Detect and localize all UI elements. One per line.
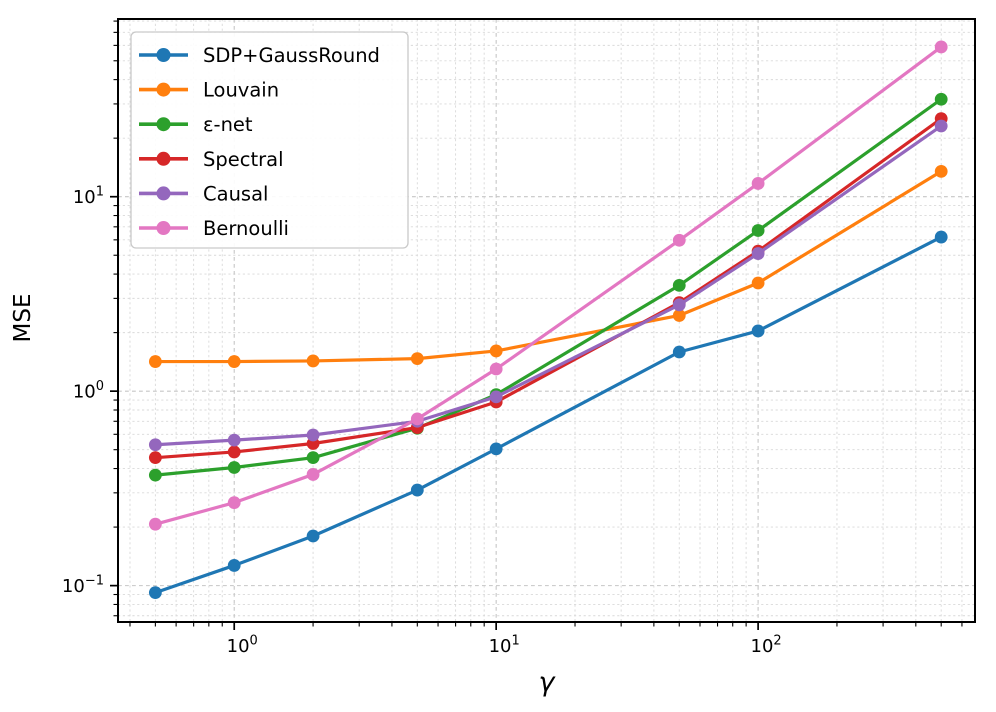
data-point (148, 355, 162, 368)
data-point (148, 438, 162, 452)
data-point (934, 92, 948, 106)
data-point (489, 442, 503, 456)
legend-entry-bernoulli: Bernoulli (139, 217, 289, 240)
data-point (751, 324, 765, 338)
axes-spines (117, 18, 976, 623)
series-line (153, 169, 943, 364)
data-point (227, 445, 241, 459)
series-causal (148, 119, 948, 452)
data-point (672, 345, 686, 359)
legend-label: SDP+GaussRound (203, 44, 380, 67)
data-point (489, 362, 503, 376)
legend-box (130, 31, 409, 249)
y-axis-label: MSE (10, 294, 36, 343)
series-line (153, 45, 943, 526)
series-louvain (148, 164, 948, 368)
series-line (153, 97, 943, 477)
data-point (751, 177, 765, 190)
legend-entry-causal: Causal (139, 182, 268, 205)
data-point (489, 390, 503, 404)
legend-entry-sdp-gaussround: SDP+GaussRound (139, 44, 380, 67)
data-point (934, 40, 948, 54)
data-point (227, 433, 241, 447)
legend-entry-spectral: Spectral (139, 148, 284, 171)
x-tick-label: 100 (227, 634, 258, 658)
data-point (489, 344, 503, 358)
series-bernoulli (148, 40, 948, 531)
grid (118, 19, 975, 622)
data-point (227, 559, 241, 572)
x-axis-label: γ (539, 667, 557, 698)
tick-labels: 100 101 102 10−1 100 101 (62, 185, 782, 657)
data-point (148, 586, 162, 600)
legend-marker (156, 186, 171, 201)
data-point (751, 276, 765, 290)
series-sdp-gaussround (148, 230, 948, 600)
data-point (934, 164, 948, 178)
data-point (410, 352, 424, 366)
legend-label: Louvain (203, 79, 279, 102)
series-net (148, 92, 948, 482)
data-point (227, 355, 241, 368)
x-tick-label: 101 (489, 634, 520, 658)
legend: SDP+GaussRound Louvain ε-net Spectral Causal… (130, 31, 409, 249)
legend-marker (156, 221, 171, 235)
data-point (306, 354, 320, 368)
y-tick-label: 10−1 (62, 574, 104, 598)
data-point (227, 461, 241, 474)
data-point (306, 529, 320, 543)
y-tick-label: 101 (73, 185, 104, 209)
legend-label: Spectral (203, 148, 284, 171)
data-point (934, 230, 948, 244)
legend-marker (156, 117, 171, 132)
legend-marker (156, 48, 171, 62)
legend-entry-louvain: Louvain (139, 79, 279, 102)
data-point (306, 428, 320, 442)
x-tick-label: 102 (751, 634, 782, 658)
y-tick-label: 100 (73, 379, 104, 403)
data-point (672, 309, 686, 322)
legend-label: Causal (203, 182, 268, 205)
data-point (672, 278, 686, 292)
series-line (153, 117, 943, 460)
legend-label: Bernoulli (203, 217, 289, 240)
data-point (751, 224, 765, 237)
data-point (410, 412, 424, 426)
data-point (306, 468, 320, 481)
data-point (148, 468, 162, 482)
data-point (227, 496, 241, 510)
data-point (410, 483, 424, 497)
legend-marker (156, 151, 171, 166)
legend-marker (156, 82, 171, 97)
legend-label: ε-net (203, 113, 253, 136)
series-line (153, 124, 943, 447)
data-point (672, 233, 686, 247)
tick-marks (110, 20, 963, 630)
data-point (148, 451, 162, 465)
data-point (934, 119, 948, 133)
series-line (153, 235, 943, 595)
data-point (751, 247, 765, 260)
legend-entry-net: ε-net (139, 113, 253, 136)
data-point (306, 451, 320, 465)
data-point (672, 298, 686, 312)
data-point (148, 517, 162, 531)
